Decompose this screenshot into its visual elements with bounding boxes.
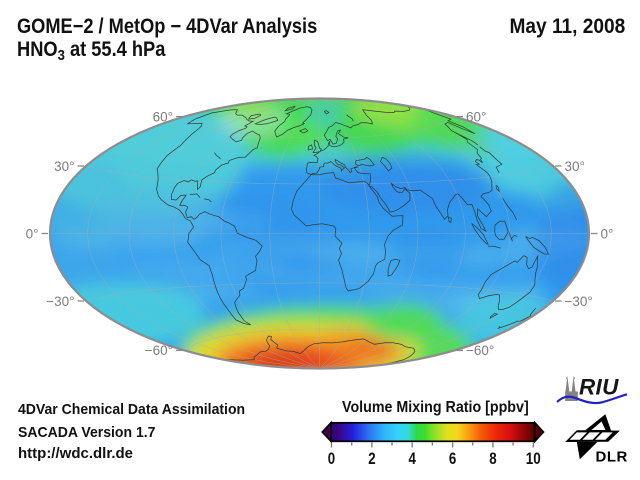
svg-text:6: 6 (449, 450, 456, 468)
svg-text:30°: 30° (54, 159, 74, 174)
svg-text:2: 2 (368, 450, 375, 468)
svg-text:10: 10 (526, 450, 541, 468)
svg-text:−60°: −60° (466, 343, 494, 358)
svg-text:0°: 0° (601, 226, 614, 241)
svg-text:4: 4 (409, 450, 416, 468)
svg-text:30°: 30° (565, 159, 585, 174)
svg-text:60°: 60° (466, 109, 486, 124)
svg-text:−30°: −30° (46, 294, 74, 309)
svg-text:0°: 0° (26, 226, 39, 241)
svg-text:8: 8 (489, 450, 496, 468)
svg-text:−60°: −60° (145, 343, 173, 358)
svg-text:−30°: −30° (565, 294, 593, 309)
svg-text:0: 0 (328, 450, 335, 468)
svg-text:DLR: DLR (596, 449, 628, 466)
svg-text:60°: 60° (153, 109, 173, 124)
svg-text:RIU: RIU (579, 375, 619, 400)
